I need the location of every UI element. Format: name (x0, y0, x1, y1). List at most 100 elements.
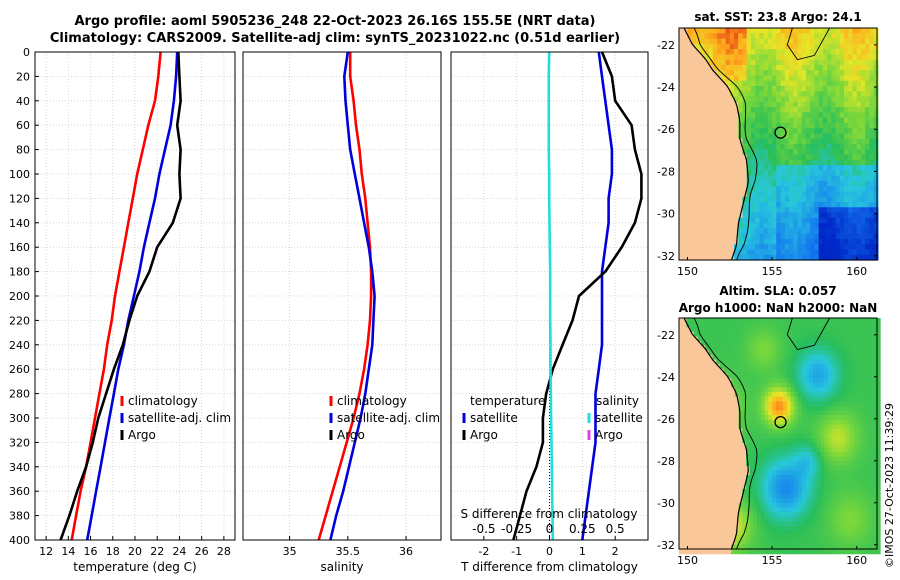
map-cell (842, 359, 848, 365)
map-cell (798, 387, 803, 393)
map-cell (856, 28, 862, 34)
map-cell (779, 341, 784, 347)
map-cell (805, 64, 811, 71)
map-cell (749, 382, 755, 388)
map-cell (764, 428, 769, 435)
map-cell (850, 350, 855, 356)
map-cell (690, 318, 695, 324)
map-cell (768, 424, 773, 430)
map-cell (768, 539, 773, 545)
map-cell (731, 447, 736, 453)
map-cell (869, 38, 875, 45)
map-cell (865, 359, 870, 365)
map-cell (760, 331, 766, 338)
map-cell (725, 228, 731, 235)
map-cell (712, 364, 717, 370)
map-cell (695, 86, 701, 92)
map-cell (746, 521, 751, 527)
map-cell (827, 91, 832, 98)
map-cell (865, 465, 870, 472)
map-cell (734, 112, 739, 119)
map-cell (827, 175, 832, 182)
map-cell (865, 396, 870, 402)
map-cell (831, 525, 836, 532)
map-cell (716, 451, 721, 458)
map-cell (831, 368, 836, 375)
map-cell (731, 364, 736, 370)
map-cell (757, 373, 762, 379)
map-cell (738, 180, 744, 187)
map-cell (690, 368, 695, 375)
map-cell (786, 544, 792, 550)
map-cell (805, 405, 810, 411)
map-cell (827, 502, 833, 509)
map-cell (768, 354, 773, 361)
map-cell (850, 396, 855, 402)
map-cell (682, 512, 688, 518)
map-cell (746, 484, 751, 490)
map-cell (742, 354, 747, 361)
map-cell (734, 186, 739, 193)
map-cell (865, 354, 870, 361)
map-cell (750, 96, 756, 103)
map-cell (716, 396, 721, 402)
map-cell (682, 530, 688, 536)
map-cell (846, 378, 851, 384)
map-cell (801, 451, 807, 458)
map-cell (760, 493, 766, 499)
map-cell (760, 368, 766, 375)
map-cell (729, 180, 735, 187)
map-cell (755, 159, 760, 166)
map-cell (686, 451, 691, 458)
map-cell (857, 424, 863, 430)
map-cell (759, 191, 765, 198)
map-cell (738, 405, 743, 411)
map-cell (865, 28, 870, 34)
map-cell (701, 341, 706, 347)
map-cell (742, 133, 748, 140)
map-cell (708, 133, 714, 140)
map-cell (719, 493, 725, 499)
map-cell (869, 107, 875, 113)
map-cell (869, 144, 875, 150)
map-cell (746, 149, 752, 156)
map-cell (750, 107, 756, 113)
map-cell (805, 470, 810, 476)
map-cell (810, 170, 815, 177)
map-cell (810, 91, 815, 98)
map-cell (687, 49, 693, 55)
map-cell (746, 419, 751, 425)
map-cell (827, 341, 833, 347)
map-cell (705, 442, 710, 448)
map-cell (868, 359, 874, 365)
map-cell (848, 91, 854, 98)
map-cell (873, 233, 879, 240)
map-cell (697, 498, 702, 504)
map-cell (835, 465, 840, 472)
map-cell (764, 415, 769, 421)
map-cell (705, 331, 710, 338)
map-cell (809, 424, 814, 430)
map-cell (690, 530, 695, 536)
map-cell (750, 196, 756, 203)
map-cell (779, 549, 784, 555)
map-cell (701, 498, 706, 504)
legend-label: Argo (337, 428, 365, 442)
map-cell (856, 49, 862, 55)
map-cell (857, 331, 863, 338)
map-cell (693, 456, 699, 462)
map-cell (704, 96, 710, 103)
map-cell (789, 233, 794, 240)
map-cell (790, 382, 796, 388)
map-cell (712, 415, 717, 421)
map-cell (705, 544, 710, 550)
map-cell (842, 410, 848, 416)
map-cell (839, 38, 845, 45)
map-cell (839, 456, 844, 462)
map-cell (729, 196, 735, 203)
map-cell (827, 186, 832, 193)
map-cell (734, 228, 739, 235)
map-cell (679, 138, 684, 145)
map-cell (856, 75, 862, 82)
map-cell (835, 493, 840, 499)
